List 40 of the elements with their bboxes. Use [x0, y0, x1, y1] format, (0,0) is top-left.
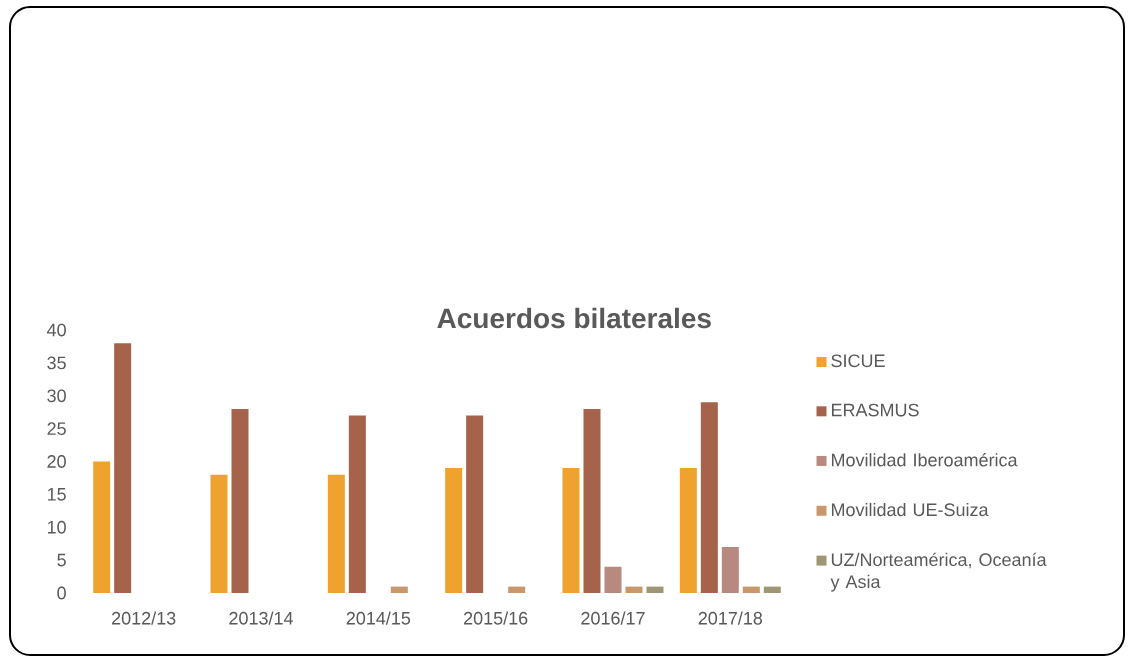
bar [625, 586, 643, 593]
x-tick-label: 2014/15 [346, 611, 411, 625]
x-tick-label: 2012/13 [112, 611, 176, 625]
x-tick-label: 2015/16 [464, 611, 528, 625]
bar [390, 586, 408, 593]
y-tick-label: 0 [57, 586, 66, 600]
bar [508, 586, 526, 593]
x-tick-label: 2017/18 [698, 611, 763, 625]
legend-label: ERASMUS [831, 403, 919, 417]
legend-label: UZ/Norteamérica, Oceanía y Asia [830, 552, 1047, 592]
bar [327, 474, 345, 593]
x-tick-label: 2013/14 [229, 611, 293, 625]
bar [210, 474, 228, 593]
bar [679, 468, 697, 593]
bar [742, 586, 760, 593]
y-tick-label: 15 [47, 488, 66, 501]
y-tick-label: 10 [47, 520, 66, 534]
legend-label: Movilidad UE-Suiza [831, 502, 989, 517]
bar [583, 408, 601, 593]
y-tick-label: 40 [46, 323, 66, 337]
bar [721, 546, 739, 593]
chart-title: Acuerdos bilaterales [437, 307, 711, 329]
y-tick-label: 25 [47, 422, 66, 436]
y-tick-label: 5 [57, 553, 66, 567]
bar [604, 566, 622, 593]
x-tick-label: 2016/17 [581, 611, 645, 625]
legend-label: Movilidad Iberoamérica [831, 452, 1018, 467]
bar [445, 468, 463, 593]
bar [646, 586, 664, 593]
y-tick-label: 35 [47, 356, 66, 370]
bar [231, 408, 249, 593]
bar [466, 415, 484, 593]
bar [562, 468, 580, 593]
bar [700, 402, 718, 593]
y-tick-label: 20 [47, 455, 66, 468]
bar [93, 461, 111, 593]
bar [348, 415, 366, 593]
bar [114, 343, 132, 593]
legend-label: SICUE [831, 354, 885, 368]
y-tick-label: 30 [47, 389, 66, 403]
